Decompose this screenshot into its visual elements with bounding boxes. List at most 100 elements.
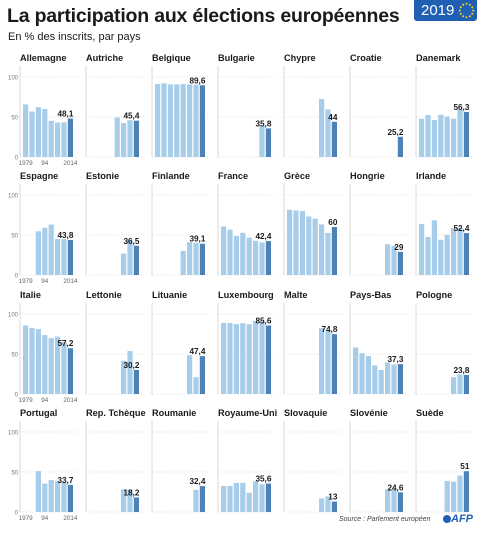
bar bbox=[451, 481, 457, 512]
y-tick-label: 0 bbox=[15, 274, 19, 280]
value-label: 60 bbox=[328, 218, 338, 227]
bar bbox=[161, 83, 167, 157]
bar bbox=[325, 496, 331, 512]
bar bbox=[67, 485, 73, 512]
bar bbox=[233, 482, 239, 512]
x-tick-label: 2014 bbox=[63, 397, 78, 404]
value-label: 45,4 bbox=[123, 112, 139, 121]
bar bbox=[199, 356, 205, 394]
country-panel: Hongrie 29 bbox=[349, 171, 408, 276]
value-label: 30,2 bbox=[123, 361, 139, 370]
country-name: Slovénie bbox=[350, 408, 388, 418]
bar bbox=[359, 353, 365, 394]
y-tick-label: 100 bbox=[8, 194, 19, 200]
y-tick-label: 0 bbox=[15, 156, 19, 162]
bar bbox=[240, 323, 246, 394]
country-name: Grèce bbox=[284, 171, 310, 181]
bar bbox=[133, 120, 139, 157]
bar bbox=[42, 109, 48, 157]
country-panel: Lituanie 47,4 bbox=[151, 290, 210, 395]
bar bbox=[325, 232, 331, 275]
x-tick-label: 94 bbox=[41, 515, 49, 522]
country-panel: Autriche 45,4 bbox=[85, 53, 144, 158]
country-name: Portugal bbox=[20, 408, 57, 418]
bar bbox=[319, 328, 325, 394]
bar bbox=[42, 227, 48, 275]
bar bbox=[227, 322, 233, 394]
country-panel: Bulgarie 35,8 bbox=[217, 53, 276, 158]
bar bbox=[121, 253, 127, 275]
country-name: Pays-Bas bbox=[350, 290, 391, 300]
y-tick-label: 50 bbox=[11, 234, 18, 240]
value-label: 89,6 bbox=[189, 76, 205, 85]
y-tick-label: 50 bbox=[11, 353, 18, 359]
country-panel: Portugal 0 50 100 33,7 1979 94 2014 bbox=[8, 408, 78, 522]
bar bbox=[431, 220, 437, 275]
bar bbox=[385, 362, 391, 394]
country-panel: Lettonie 30,2 bbox=[85, 290, 144, 395]
bar bbox=[451, 228, 457, 275]
bar bbox=[67, 118, 73, 157]
value-label: 32,4 bbox=[189, 477, 205, 486]
value-label: 35,8 bbox=[255, 119, 271, 128]
x-tick-label: 2014 bbox=[63, 160, 78, 167]
bar bbox=[48, 338, 54, 394]
bar bbox=[127, 120, 133, 157]
bar bbox=[253, 481, 259, 512]
bar bbox=[55, 122, 61, 157]
country-name: Lituanie bbox=[152, 290, 187, 300]
bar bbox=[61, 239, 67, 275]
bar bbox=[29, 111, 35, 157]
bar bbox=[42, 335, 48, 394]
country-panel: Suède 51 bbox=[415, 408, 474, 513]
bar bbox=[48, 224, 54, 275]
x-tick-label: 94 bbox=[41, 397, 49, 404]
bar bbox=[35, 231, 41, 275]
bar bbox=[444, 234, 450, 275]
bar bbox=[444, 480, 450, 512]
bar bbox=[306, 216, 312, 275]
bar bbox=[457, 228, 463, 275]
country-panel: Danemark 56,3 bbox=[415, 53, 474, 158]
y-tick-label: 0 bbox=[15, 393, 19, 399]
country-panel: Royaume-Uni 35,6 bbox=[217, 408, 277, 513]
bar bbox=[259, 484, 265, 512]
value-label: 51 bbox=[460, 462, 470, 471]
bar bbox=[391, 489, 397, 512]
source-note: Source : Parlement européen bbox=[339, 516, 431, 523]
bar bbox=[397, 364, 403, 394]
bar bbox=[438, 114, 444, 157]
country-name: Estonie bbox=[86, 171, 119, 181]
country-name: Espagne bbox=[20, 171, 58, 181]
bar bbox=[187, 242, 193, 275]
chart-title: La participation aux élections européenn… bbox=[7, 5, 400, 27]
value-label: 18,2 bbox=[123, 488, 139, 497]
bar bbox=[325, 109, 331, 157]
bar bbox=[325, 330, 331, 394]
bar bbox=[193, 377, 199, 394]
value-label: 33,7 bbox=[57, 476, 73, 485]
value-label: 56,3 bbox=[453, 103, 469, 112]
bar bbox=[259, 242, 265, 275]
x-tick-label: 94 bbox=[41, 160, 49, 167]
bar bbox=[61, 122, 67, 157]
bar bbox=[451, 377, 457, 394]
country-panel: Irlande 52,4 bbox=[415, 171, 474, 276]
country-name: France bbox=[218, 171, 248, 181]
bar bbox=[155, 83, 161, 157]
x-tick-label: 1979 bbox=[19, 160, 34, 167]
value-label: 42,4 bbox=[255, 232, 271, 241]
bar bbox=[463, 233, 469, 275]
country-panel: Italie 0 50 100 57,2 1979 94 2014 bbox=[8, 290, 78, 404]
country-panel: Espagne 0 50 100 43,8 1979 94 2014 bbox=[8, 171, 78, 285]
bar bbox=[457, 374, 463, 394]
country-name: Slovaquie bbox=[284, 408, 327, 418]
country-name: Royaume-Uni bbox=[218, 408, 277, 418]
country-name: Autriche bbox=[86, 53, 123, 63]
bar bbox=[312, 218, 318, 275]
bar bbox=[35, 107, 41, 157]
bar bbox=[55, 336, 61, 394]
bar bbox=[246, 492, 252, 512]
value-label: 24,6 bbox=[387, 483, 403, 492]
